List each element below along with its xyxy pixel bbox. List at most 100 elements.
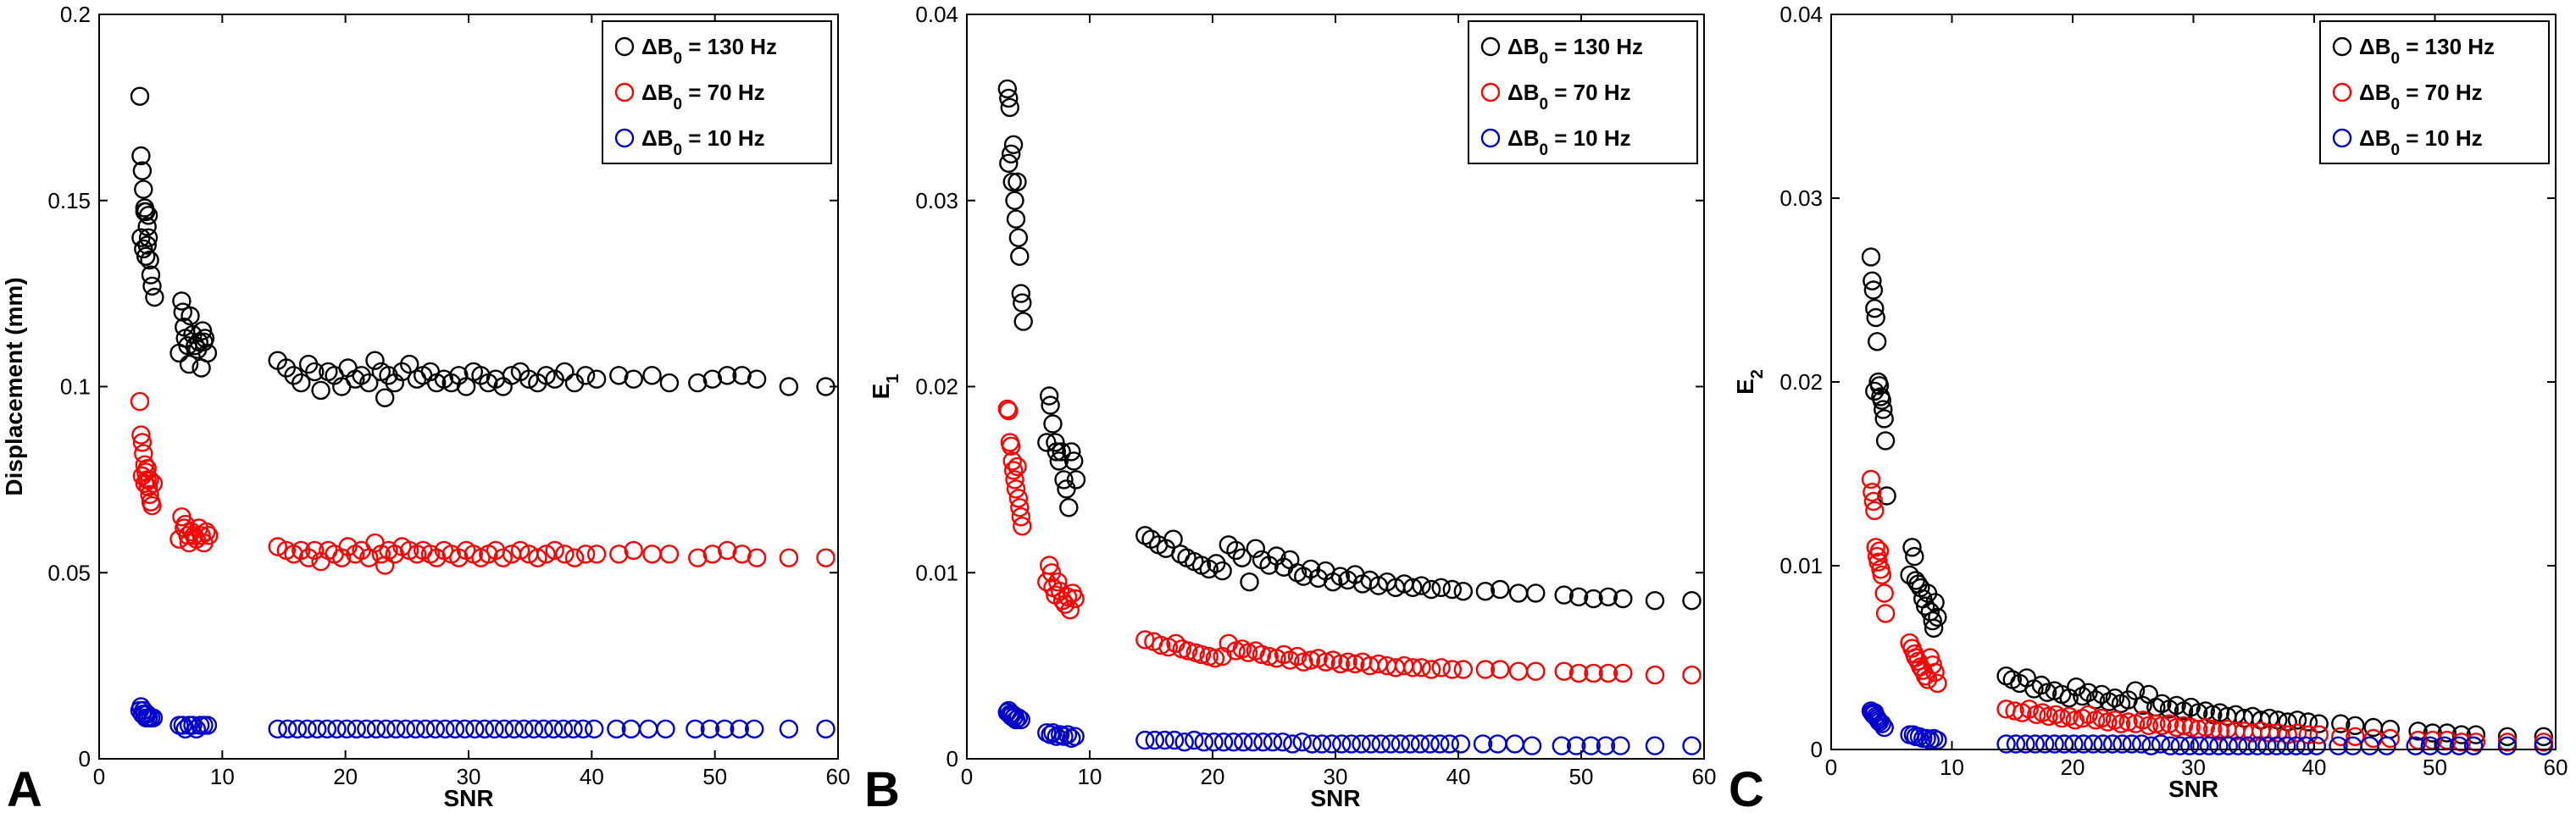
data-point: [1332, 734, 1352, 754]
data-point: [2085, 690, 2106, 710]
legend-marker: [1480, 82, 1501, 102]
data-point: [1430, 734, 1450, 754]
x-tick-label: 50: [2423, 755, 2447, 780]
data-point: [2377, 736, 2396, 755]
data-point: [1039, 386, 1059, 406]
data-point: [1361, 734, 1381, 754]
data-point: [1013, 312, 1033, 331]
scatter-markers: [130, 86, 836, 738]
data-point: [1645, 665, 1665, 685]
data-point: [2534, 727, 2554, 746]
x-axis-label: SNR: [2168, 776, 2218, 802]
data-point: [1596, 736, 1616, 755]
data-point: [1566, 736, 1586, 755]
data-point: [2141, 736, 2161, 755]
data-point: [140, 484, 159, 505]
data-point: [1341, 734, 1362, 754]
data-point: [1194, 733, 1214, 752]
data-point: [1682, 591, 1702, 611]
data-point: [138, 228, 158, 247]
legend-marker: [1480, 36, 1501, 57]
data-point: [1135, 730, 1155, 750]
y-axis-label: E1: [868, 374, 902, 400]
data-point: [1057, 479, 1076, 499]
data-point: [1554, 585, 1574, 605]
data-point: [2307, 736, 2327, 755]
data-point: [137, 235, 157, 255]
data-point: [2179, 736, 2200, 755]
data-point: [1006, 710, 1026, 730]
data-point: [2199, 736, 2219, 755]
legend-marker: [614, 128, 635, 148]
data-point: [504, 719, 524, 738]
data-point: [375, 556, 395, 575]
data-point: [1391, 734, 1411, 754]
x-tick-label: 40: [580, 764, 604, 789]
data-point: [816, 548, 836, 567]
scatter-markers: [997, 79, 1702, 755]
data-point: [1294, 652, 1313, 672]
data-point: [997, 79, 1018, 99]
data-point: [2309, 714, 2329, 733]
data-point: [688, 548, 708, 567]
panel-letter: C: [1729, 762, 1764, 813]
data-point: [1005, 191, 1024, 211]
data-point: [1552, 736, 1572, 755]
legend-marker: [614, 36, 635, 57]
data-point: [145, 287, 164, 307]
data-point: [1345, 654, 1365, 674]
data-point: [1491, 660, 1510, 679]
data-point: [1381, 734, 1401, 754]
data-point: [2151, 734, 2171, 754]
data-point: [1352, 734, 1371, 754]
legend-label-subscript: 0: [2390, 96, 2400, 113]
data-point: [1682, 736, 1702, 755]
data-point: [1006, 479, 1026, 499]
data-point: [2045, 734, 2064, 754]
panel-letter: B: [864, 762, 900, 813]
data-point: [1874, 409, 1894, 429]
data-point: [1923, 655, 1942, 675]
data-point: [2420, 736, 2440, 755]
data-point: [135, 473, 155, 493]
data-point: [327, 719, 347, 738]
data-point: [1872, 565, 1892, 585]
data-point: [1508, 661, 1529, 681]
data-point: [1001, 436, 1021, 456]
data-point: [2025, 734, 2046, 754]
data-point: [1872, 390, 1892, 410]
data-point: [2331, 714, 2351, 733]
y-tick-label: 0.15: [47, 188, 91, 213]
data-point: [142, 495, 162, 516]
data-point: [268, 537, 287, 556]
data-point: [2449, 736, 2469, 755]
data-point: [2125, 681, 2146, 700]
data-point: [514, 719, 534, 738]
data-point: [1475, 660, 1496, 679]
data-point: [2083, 734, 2103, 754]
data-point: [400, 354, 419, 374]
data-point: [1046, 433, 1065, 452]
legend-label-subscript: 0: [1539, 50, 1548, 68]
data-point: [1011, 284, 1031, 303]
series-3: [1861, 701, 2554, 755]
series-3: [997, 700, 1702, 755]
data-point: [1008, 708, 1029, 727]
data-point: [297, 719, 317, 738]
series-2: [130, 391, 836, 575]
data-point: [1294, 567, 1313, 586]
x-tick-label: 40: [2302, 755, 2327, 780]
data-point: [134, 180, 153, 199]
data-point: [564, 548, 585, 567]
data-point: [2238, 736, 2257, 755]
data-point: [1010, 246, 1030, 266]
data-point: [1185, 730, 1204, 750]
legend-marker: [2332, 128, 2352, 148]
data-point: [1869, 376, 1890, 395]
data-point: [1003, 461, 1024, 480]
data-point: [1412, 658, 1431, 678]
y-tick-label: 0.04: [1779, 2, 1823, 27]
data-point: [1371, 734, 1391, 754]
data-point: [585, 719, 604, 738]
